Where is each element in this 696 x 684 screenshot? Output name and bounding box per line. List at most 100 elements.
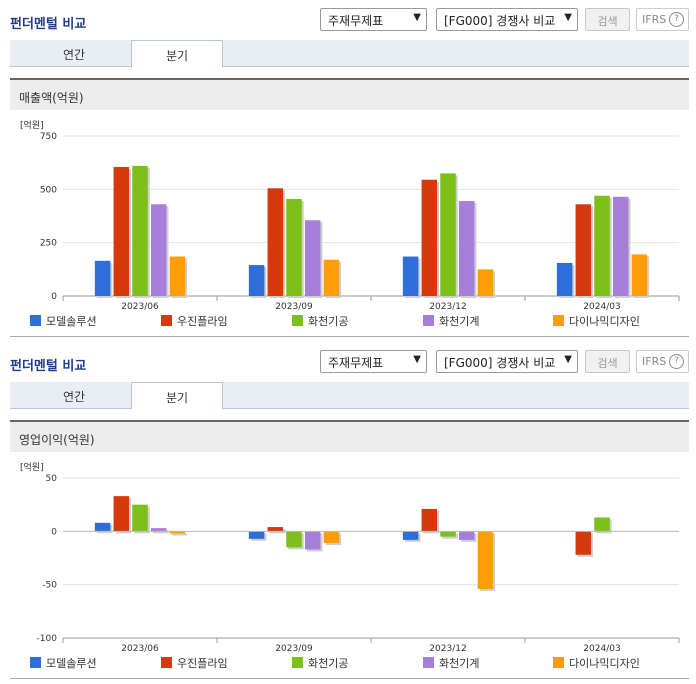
- compare-select[interactable]: [FG000] 경쟁사 비교 ▼: [436, 350, 578, 373]
- legend-item[interactable]: 우진플라임: [161, 313, 228, 329]
- y-tick-label: 0: [51, 292, 57, 302]
- operating-profit-chart: -100 -50 0 50 2023/06 2023/09 2023/12 2024/03: [37, 474, 680, 654]
- legend-label: 다이나믹디자인: [569, 315, 640, 328]
- x-tick-label: 2023/09: [275, 644, 313, 654]
- bar: [594, 517, 610, 532]
- bar: [169, 256, 186, 296]
- ifrs-label: IFRS: [642, 355, 667, 368]
- bar: [304, 531, 321, 550]
- unit-label: [억원]: [20, 463, 44, 473]
- chevron-down-icon: ▼: [413, 12, 421, 23]
- bar: [113, 496, 130, 532]
- bar: [477, 531, 494, 589]
- x-tick-label: 2023/12: [429, 644, 466, 654]
- legend-item[interactable]: 화천기계: [423, 655, 479, 671]
- bar: [556, 262, 573, 296]
- legend-label: 화천기계: [439, 315, 480, 328]
- legend-item[interactable]: 화천기계: [423, 313, 479, 329]
- bar: [458, 531, 475, 540]
- legend-item[interactable]: 모델솔루션: [30, 313, 97, 329]
- divider: [10, 678, 689, 679]
- ifrs-button[interactable]: IFRS ?: [636, 8, 689, 31]
- x-tick-label: 2023/09: [275, 302, 313, 312]
- x-tick-label: 2023/06: [121, 644, 159, 654]
- tab-annual[interactable]: 연간: [62, 48, 86, 62]
- compare-select[interactable]: [FG000] 경쟁사 비교 ▼: [436, 8, 578, 31]
- ifrs-button[interactable]: IFRS ?: [636, 350, 689, 373]
- y-tick-label: 0: [51, 527, 57, 537]
- legend-item[interactable]: 화천기공: [292, 313, 348, 329]
- help-icon[interactable]: ?: [669, 12, 684, 27]
- bar: [323, 259, 340, 296]
- bar: [132, 165, 148, 296]
- bar: [402, 256, 419, 296]
- bar: [113, 166, 130, 296]
- legend-swatch: [161, 657, 172, 668]
- tab-quarterly[interactable]: 분기: [131, 40, 223, 68]
- panel-header: 펀더멘털 비교 주재무제표 ▼ [FG000] 경쟁사 비교 ▼ 검색 IFRS…: [0, 0, 696, 38]
- compare-select-value: [FG000] 경쟁사 비교: [444, 14, 556, 28]
- legend-swatch: [292, 315, 303, 326]
- bar: [304, 220, 321, 296]
- search-button[interactable]: 검색: [585, 350, 630, 373]
- section-title: 매출액(억원): [10, 78, 689, 110]
- legend-item[interactable]: 우진플라임: [161, 655, 228, 671]
- chart-legend: 모델솔루션 우진플라임 화천기공 화천기계 다이나믹디자인: [30, 313, 680, 329]
- chevron-down-icon: ▼: [564, 354, 572, 365]
- period-tabs: 연간 분기: [10, 382, 689, 410]
- bar: [323, 531, 340, 544]
- bar: [631, 254, 648, 296]
- y-tick-label: 750: [40, 132, 57, 142]
- revenue-panel: 펀더멘털 비교 주재무제표 ▼ [FG000] 경쟁사 비교 ▼ 검색 IFRS…: [0, 0, 696, 337]
- help-icon[interactable]: ?: [669, 354, 684, 369]
- bar: [575, 204, 592, 296]
- legend-item[interactable]: 다이나믹디자인: [553, 313, 640, 329]
- legend-swatch: [292, 657, 303, 668]
- chevron-down-icon: ▼: [413, 354, 421, 365]
- panel-header: 펀더멘털 비교 주재무제표 ▼ [FG000] 경쟁사 비교 ▼ 검색 IFRS…: [0, 342, 696, 380]
- bar: [612, 196, 629, 296]
- tab-annual[interactable]: 연간: [62, 390, 86, 404]
- bar: [94, 522, 111, 532]
- statement-select-value: 주재무제표: [328, 14, 384, 28]
- bar-shadow: [171, 533, 188, 536]
- y-tick-label: 50: [46, 474, 58, 484]
- bar: [132, 504, 148, 532]
- bar: [421, 179, 438, 296]
- statement-select[interactable]: 주재무제표 ▼: [320, 350, 427, 373]
- legend-swatch: [30, 315, 41, 326]
- tab-quarterly[interactable]: 분기: [131, 382, 223, 410]
- bar: [248, 531, 265, 539]
- legend-label: 화천기계: [439, 657, 480, 670]
- operating-profit-panel: 펀더멘털 비교 주재무제표 ▼ [FG000] 경쟁사 비교 ▼ 검색 IFRS…: [0, 342, 696, 684]
- statement-select-value: 주재무제표: [328, 356, 384, 370]
- x-tick-label: 2023/06: [121, 302, 159, 312]
- x-tick-label: 2023/12: [429, 302, 466, 312]
- y-tick-label: -50: [42, 581, 57, 591]
- legend-label: 다이나믹디자인: [569, 657, 640, 670]
- legend-label: 모델솔루션: [46, 657, 97, 670]
- compare-select-value: [FG000] 경쟁사 비교: [444, 356, 556, 370]
- y-tick-label: -100: [37, 634, 58, 644]
- bar: [267, 527, 284, 532]
- revenue-chart: 0 250 500 750 2023/06 2023/09 2023/12 2024/03: [40, 132, 680, 312]
- chevron-down-icon: ▼: [564, 12, 572, 23]
- legend-swatch: [553, 315, 564, 326]
- bar: [267, 188, 284, 296]
- statement-select[interactable]: 주재무제표 ▼: [320, 8, 427, 31]
- bar: [402, 531, 419, 540]
- y-tick-label: 500: [40, 185, 57, 195]
- bar: [169, 531, 186, 534]
- bar: [594, 195, 610, 296]
- bar: [477, 269, 494, 296]
- ifrs-label: IFRS: [642, 13, 667, 26]
- bar: [150, 528, 167, 532]
- legend-item[interactable]: 모델솔루션: [30, 655, 97, 671]
- bar: [286, 198, 302, 296]
- legend-item[interactable]: 다이나믹디자인: [553, 655, 640, 671]
- search-button[interactable]: 검색: [585, 8, 630, 31]
- panel-title: 펀더멘털 비교: [10, 359, 87, 374]
- legend-label: 화천기공: [308, 315, 349, 328]
- legend-item[interactable]: 화천기공: [292, 655, 348, 671]
- x-tick-label: 2024/03: [583, 644, 620, 654]
